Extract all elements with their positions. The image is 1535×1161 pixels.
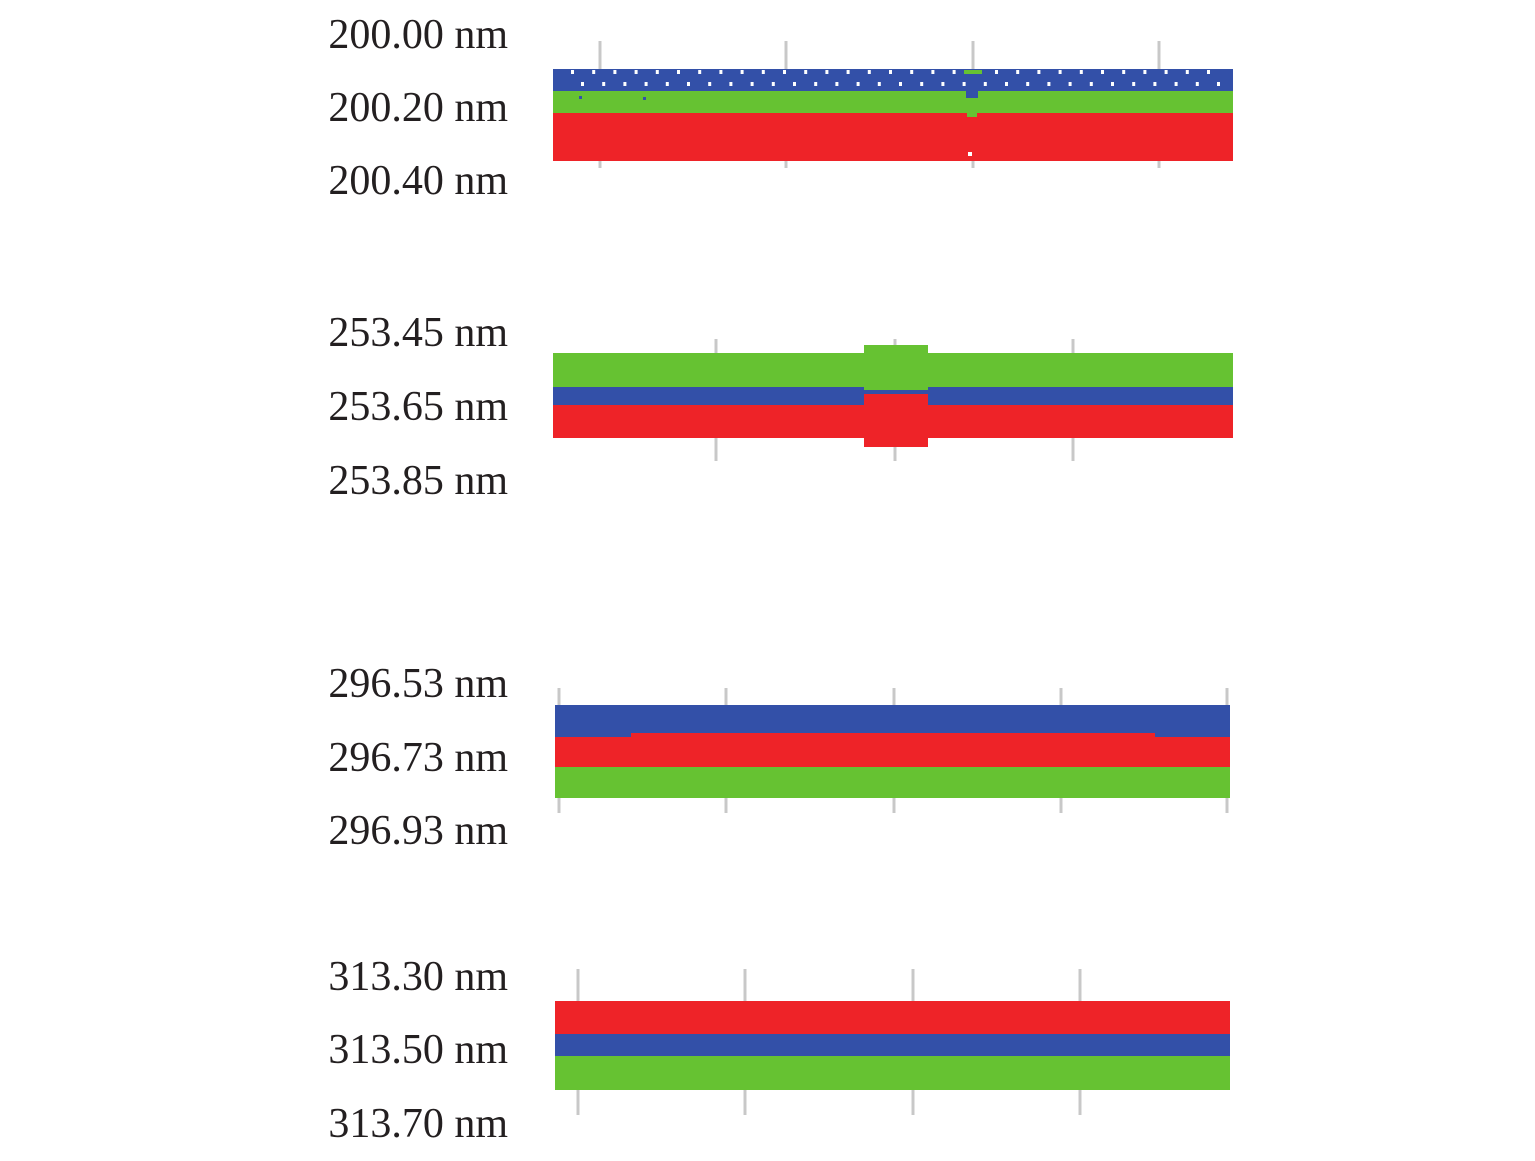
- dash-mark: [677, 70, 680, 74]
- depth-label-bottom: 313.70 nm: [328, 1101, 508, 1147]
- depth-label-top: 296.53 nm: [328, 661, 508, 707]
- dash-mark: [1089, 82, 1093, 86]
- dash-mark: [665, 82, 669, 86]
- layer-red: [553, 113, 1233, 161]
- depth-label-top: 313.30 nm: [328, 954, 508, 1000]
- depth-label-middle: 253.65 nm: [328, 384, 508, 430]
- dash-mark: [698, 70, 702, 74]
- dash-mark: [920, 82, 924, 86]
- depth-label-middle: 296.73 nm: [328, 735, 508, 781]
- dash-mark: [1037, 70, 1041, 74]
- dash-mark: [931, 70, 935, 74]
- depth-label-top: 253.45 nm: [328, 310, 508, 356]
- dash-mark: [1079, 70, 1083, 74]
- dash-mark: [995, 70, 998, 74]
- dash-mark: [952, 70, 956, 74]
- dash-mark: [867, 70, 871, 74]
- dash-mark: [983, 82, 987, 86]
- dash-mark: [687, 82, 690, 86]
- dash-mark: [889, 70, 892, 74]
- layer-green: [555, 1056, 1230, 1090]
- depth-label-bottom: 253.85 nm: [328, 458, 508, 504]
- layer-blue: [553, 69, 1233, 91]
- dash-mark: [1047, 82, 1051, 86]
- dash-mark: [708, 82, 712, 86]
- dashed-top-edge: [571, 70, 1220, 86]
- dash-mark: [719, 70, 723, 74]
- depth-label-bottom: 296.93 nm: [328, 808, 508, 854]
- dash-mark: [592, 70, 596, 74]
- dash-mark: [1132, 82, 1136, 86]
- stepped-interface: [631, 733, 1155, 738]
- dash-mark: [899, 82, 902, 86]
- dash-mark: [571, 70, 574, 74]
- dash-mark: [1101, 70, 1104, 74]
- layer-red: [555, 1001, 1230, 1034]
- layer-red: [555, 737, 1230, 767]
- layer-blue: [555, 1034, 1230, 1056]
- dash-mark: [1207, 70, 1210, 74]
- dash-mark: [1122, 70, 1126, 74]
- dash-mark: [1016, 70, 1020, 74]
- dash-mark: [1174, 82, 1178, 86]
- dash-mark: [771, 82, 775, 86]
- dash-mark: [602, 82, 606, 86]
- central-defect: [579, 70, 982, 156]
- dash-mark: [623, 82, 627, 86]
- dash-mark: [613, 70, 617, 74]
- dash-mark: [1143, 70, 1147, 74]
- panel-200: 200.00 nm 200.20 nm 200.40 nm: [328, 12, 1233, 204]
- dash-mark: [1217, 82, 1220, 86]
- depth-label-middle: 200.20 nm: [328, 85, 508, 131]
- dash-mark: [655, 70, 659, 74]
- dash-mark: [644, 82, 648, 86]
- panel-253: 253.45 nm 253.65 nm 253.85 nm: [328, 310, 1233, 504]
- layer-blue: [555, 705, 1230, 737]
- central-block-defect: [864, 345, 928, 447]
- dash-mark: [1068, 82, 1072, 86]
- depth-label-top: 200.00 nm: [328, 12, 508, 58]
- layer-green: [555, 767, 1230, 798]
- dash-mark: [1111, 82, 1114, 86]
- dash-mark: [1153, 82, 1157, 86]
- dash-mark: [581, 82, 584, 86]
- dash-mark: [740, 70, 744, 74]
- panel-296: 296.53 nm 296.73 nm 296.93 nm: [328, 661, 1230, 854]
- depth-label-bottom: 200.40 nm: [328, 158, 508, 204]
- dash-mark: [1005, 82, 1008, 86]
- panel-313: 313.30 nm 313.50 nm 313.70 nm: [328, 954, 1230, 1147]
- dash-mark: [1026, 82, 1030, 86]
- dash-mark: [941, 82, 945, 86]
- dash-mark: [814, 82, 818, 86]
- dash-mark: [1058, 70, 1062, 74]
- dash-mark: [962, 82, 966, 86]
- dash-mark: [750, 82, 754, 86]
- dash-mark: [761, 70, 765, 74]
- dash-mark: [877, 82, 881, 86]
- dash-mark: [1195, 82, 1199, 86]
- dash-mark: [783, 70, 786, 74]
- dash-mark: [804, 70, 808, 74]
- dash-mark: [634, 70, 638, 74]
- dash-mark: [910, 70, 914, 74]
- dash-mark: [835, 82, 839, 86]
- dash-mark: [1185, 70, 1189, 74]
- layer-green: [553, 91, 1233, 113]
- dash-mark: [846, 70, 850, 74]
- dash-mark: [825, 70, 829, 74]
- dash-mark: [793, 82, 796, 86]
- dash-mark: [856, 82, 860, 86]
- depth-label-middle: 313.50 nm: [328, 1027, 508, 1073]
- dash-mark: [1164, 70, 1168, 74]
- dash-mark: [729, 82, 733, 86]
